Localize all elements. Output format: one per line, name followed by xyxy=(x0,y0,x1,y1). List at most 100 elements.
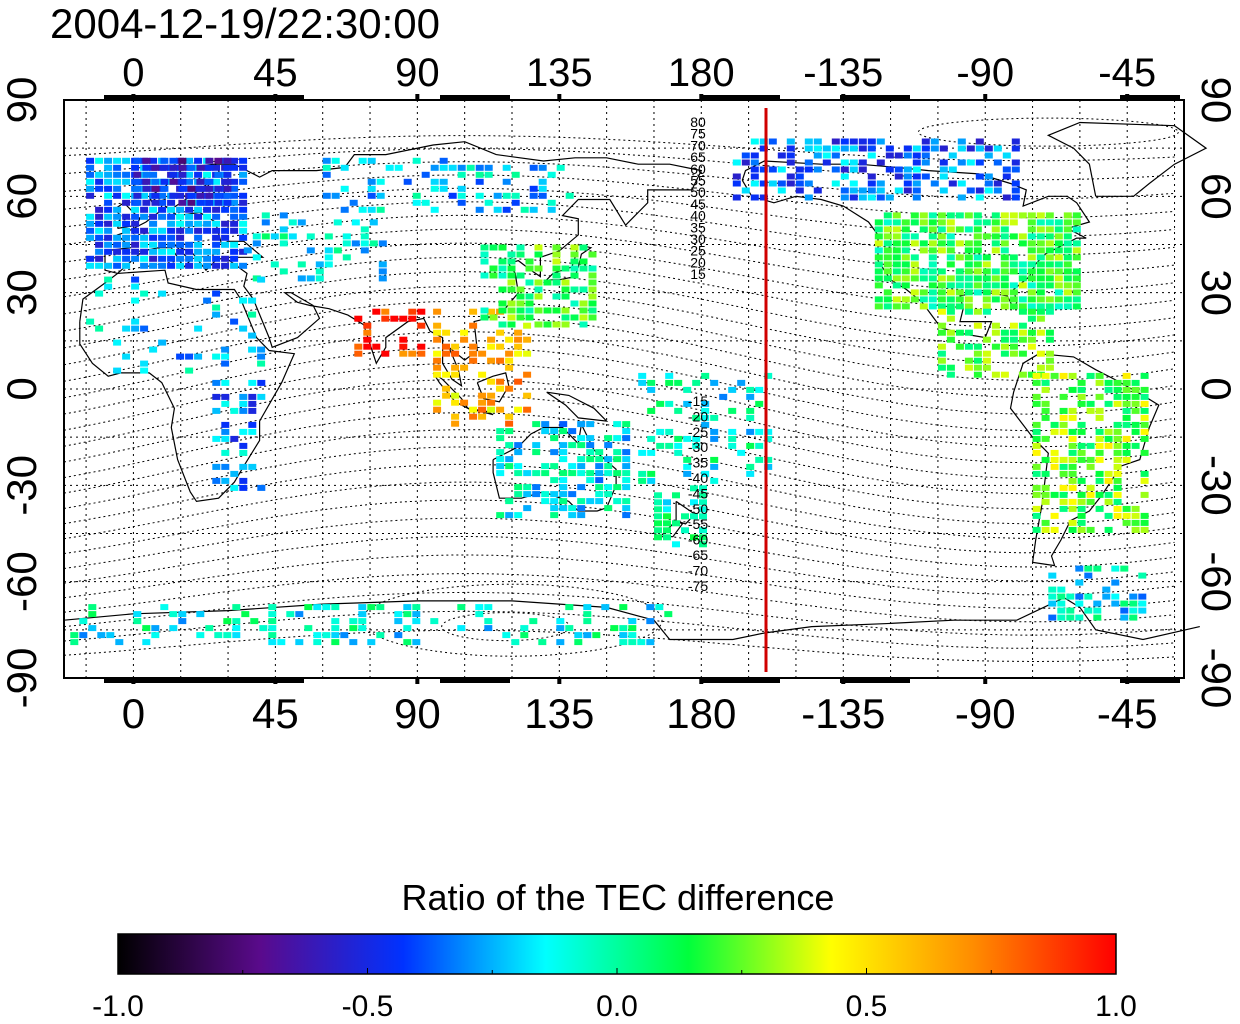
tec-cell xyxy=(1131,428,1140,435)
tec-cell xyxy=(1009,343,1018,350)
tec-cell xyxy=(113,234,122,241)
tec-cell xyxy=(86,255,95,262)
tec-cell xyxy=(149,213,158,220)
tec-cell xyxy=(433,364,442,371)
tec-cell xyxy=(883,275,892,282)
tec-cell xyxy=(221,206,230,213)
tec-cell xyxy=(106,632,115,639)
tec-cell xyxy=(333,247,342,254)
tec-cell xyxy=(1050,456,1059,463)
tec-cell xyxy=(460,364,469,371)
tec-cell xyxy=(212,304,221,311)
tec-cell xyxy=(507,251,516,258)
tec-cell xyxy=(1041,491,1050,498)
tec-cell xyxy=(1063,219,1072,226)
tec-cell xyxy=(610,625,619,632)
tec-cell xyxy=(372,343,381,350)
tec-cell xyxy=(1045,336,1054,343)
tec-cell xyxy=(1041,407,1050,414)
tec-cell xyxy=(113,262,122,269)
tec-cell xyxy=(493,206,502,213)
tec-cell xyxy=(910,289,919,296)
tec-cell xyxy=(831,180,840,187)
tec-cell xyxy=(1140,407,1149,414)
left-lat-label: -90 xyxy=(0,648,45,709)
tec-cell xyxy=(221,220,230,227)
tec-cell xyxy=(113,255,122,262)
tec-cell xyxy=(133,185,142,192)
tec-cell xyxy=(331,157,340,164)
tec-cell xyxy=(1041,435,1050,442)
tec-cell xyxy=(973,350,982,357)
tec-cell xyxy=(543,307,552,314)
tec-cell xyxy=(1077,491,1086,498)
tec-cell xyxy=(637,639,646,646)
tec-cell xyxy=(104,199,113,206)
tec-cell xyxy=(701,470,710,477)
tec-cell xyxy=(158,339,167,346)
tec-cell xyxy=(529,164,538,171)
tec-cell xyxy=(525,293,534,300)
tec-cell xyxy=(910,268,919,275)
tec-cell xyxy=(1009,282,1018,289)
tec-cell xyxy=(230,220,239,227)
tec-cell xyxy=(982,350,991,357)
tec-cell xyxy=(304,625,313,632)
tec-cell xyxy=(113,339,122,346)
tec-cell xyxy=(681,527,689,534)
tec-cell xyxy=(586,498,595,505)
tec-cell xyxy=(595,498,604,505)
tec-cell xyxy=(313,639,322,646)
tec-cell xyxy=(892,219,901,226)
tec-cell xyxy=(451,343,460,350)
tec-cell xyxy=(1059,372,1068,379)
tec-cell xyxy=(534,321,543,328)
tec-cell xyxy=(701,400,710,407)
tec-cell xyxy=(142,178,151,185)
tec-cell xyxy=(534,293,543,300)
tec-cell xyxy=(892,240,901,247)
tec-cell xyxy=(1072,296,1081,303)
tec-cell xyxy=(1045,350,1054,357)
tec-cell xyxy=(88,611,97,618)
tec-cell xyxy=(570,251,579,258)
tec-cell xyxy=(912,159,921,166)
tec-cell xyxy=(248,393,257,400)
tec-cell xyxy=(1075,579,1084,586)
tec-cell xyxy=(489,265,498,272)
tec-cell xyxy=(885,152,894,159)
tec-cell xyxy=(939,145,948,152)
tec-cell xyxy=(358,206,367,213)
tec-cell xyxy=(498,258,507,265)
tec-cell xyxy=(1140,470,1149,477)
tec-cell xyxy=(622,421,631,428)
tec-cell xyxy=(656,428,665,435)
tec-cell xyxy=(786,152,795,159)
tec-cell xyxy=(1138,607,1147,614)
tec-cell xyxy=(750,159,759,166)
tec-cell xyxy=(1077,428,1086,435)
tec-cell xyxy=(1072,282,1081,289)
tec-cell xyxy=(892,282,901,289)
tec-cell xyxy=(732,159,741,166)
tec-cell xyxy=(340,206,349,213)
colorbar-tick-label: 0.5 xyxy=(846,990,888,1023)
tec-cell xyxy=(948,166,957,173)
tec-cell xyxy=(1018,233,1027,240)
tec-cell xyxy=(507,265,516,272)
colorbar-ticks: -1.0 -0.5 0.0 0.5 1.0 xyxy=(92,968,1137,1023)
tec-cell xyxy=(507,314,516,321)
tec-cell xyxy=(921,173,930,180)
tec-cell xyxy=(1063,296,1072,303)
tec-cell xyxy=(1059,463,1068,470)
tec-cell xyxy=(759,194,768,201)
tec-cell xyxy=(755,428,764,435)
tec-cell xyxy=(964,343,973,350)
tec-cell xyxy=(955,254,964,261)
tec-cell xyxy=(755,400,764,407)
tec-cell xyxy=(692,414,701,421)
tec-cell xyxy=(795,180,804,187)
tec-cell xyxy=(912,145,921,152)
tec-cell xyxy=(1113,428,1122,435)
tec-cell xyxy=(507,307,516,314)
